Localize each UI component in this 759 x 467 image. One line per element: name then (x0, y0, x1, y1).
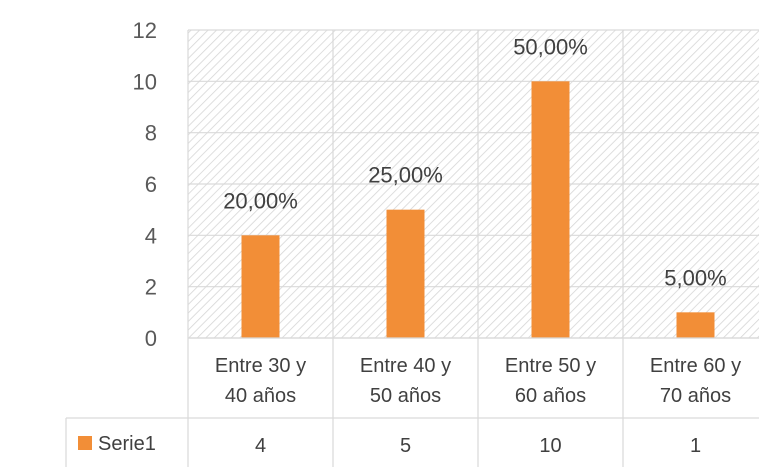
y-tick-label: 12 (133, 18, 157, 43)
table-value-cell: 5 (400, 435, 411, 457)
data-label: 25,00% (368, 163, 443, 188)
category-label: Entre 40 y (360, 355, 451, 377)
category-label: Entre 30 y (215, 355, 306, 377)
data-label: 20,00% (223, 188, 298, 213)
y-tick-label: 4 (145, 223, 157, 248)
category-label: Entre 60 y (650, 355, 741, 377)
table-value-cell: 1 (690, 435, 701, 457)
table-value-cell: 4 (255, 435, 266, 457)
category-label: 40 años (225, 385, 296, 407)
y-tick-label: 2 (145, 275, 157, 300)
category-label: Entre 50 y (505, 355, 596, 377)
y-tick-label: 0 (145, 326, 157, 351)
y-tick-label: 6 (145, 172, 157, 197)
bar-4 (676, 312, 715, 338)
bar-2 (386, 209, 425, 338)
bar-1 (241, 235, 280, 338)
data-label: 50,00% (513, 34, 588, 59)
legend-key-serie1 (78, 436, 92, 450)
table-value-cell: 10 (539, 435, 561, 457)
data-label: 5,00% (664, 265, 726, 290)
category-label: 50 años (370, 385, 441, 407)
category-label: 60 años (515, 385, 586, 407)
bar-3 (531, 81, 570, 338)
y-tick-label: 10 (133, 69, 157, 94)
legend-label: Serie1 (98, 433, 156, 455)
category-label: 70 años (660, 385, 731, 407)
y-tick-label: 8 (145, 121, 157, 146)
